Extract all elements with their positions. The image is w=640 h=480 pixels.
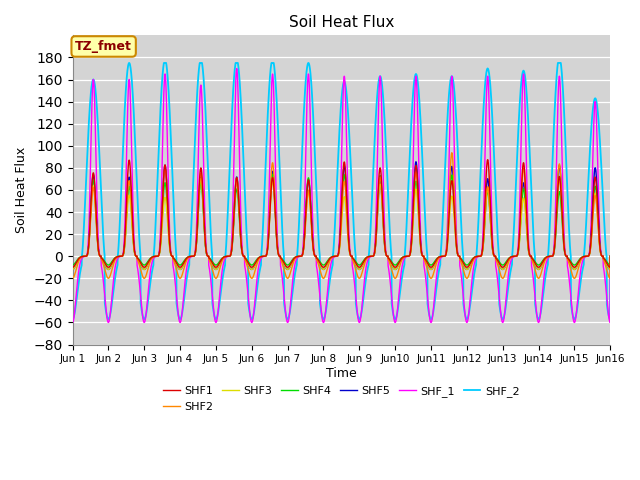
SHF_2 (298, 145, 306, 151)
SHF3 (298, 252, 306, 258)
SHF4 (596, 244, 604, 250)
SHF5 (596, 242, 604, 248)
SHF_1 (130, 231, 138, 237)
SHF5 (68, 266, 76, 272)
SHF2 (162, 169, 170, 175)
SHF4 (298, 252, 306, 258)
SHF1 (130, 241, 138, 247)
SHF4 (607, 253, 614, 259)
SHF3 (607, 253, 614, 259)
SHF_1 (233, 66, 241, 72)
SHF_2 (162, 60, 170, 66)
SHF2 (130, 244, 138, 250)
SHF4 (162, 183, 170, 189)
SHF3 (68, 266, 76, 272)
SHF3 (130, 246, 138, 252)
SHF5 (607, 253, 614, 259)
SHF5 (538, 262, 546, 267)
SHF5 (412, 159, 420, 165)
SHF_1 (596, 233, 604, 239)
SHF3 (233, 175, 241, 181)
SHF2 (538, 267, 546, 273)
SHF4 (538, 259, 546, 265)
SHF4 (275, 252, 283, 258)
SHF_2 (538, 301, 546, 307)
SHF_2 (130, 111, 138, 117)
SHF4 (269, 171, 276, 177)
SHF3 (596, 245, 604, 251)
SHF1 (275, 252, 283, 258)
SHF_2 (607, 253, 614, 259)
SHF2 (607, 253, 614, 259)
SHF1 (607, 253, 614, 259)
Line: SHF3: SHF3 (72, 178, 611, 269)
SHF3 (538, 262, 546, 267)
SHF_2 (68, 316, 76, 322)
SHF2 (298, 253, 306, 259)
SHF5 (275, 252, 283, 258)
SHF3 (162, 197, 170, 203)
SHF1 (68, 264, 76, 270)
Line: SHF_1: SHF_1 (72, 69, 611, 323)
SHF4 (68, 262, 76, 268)
SHF1 (596, 243, 604, 249)
Y-axis label: Soil Heat Flux: Soil Heat Flux (15, 147, 28, 233)
SHF4 (130, 244, 138, 250)
SHF2 (68, 276, 76, 281)
SHF5 (130, 243, 138, 249)
SHF1 (162, 166, 170, 172)
SHF_1 (68, 320, 76, 325)
X-axis label: Time: Time (326, 367, 356, 380)
SHF1 (484, 157, 492, 163)
SHF5 (298, 253, 306, 259)
SHF1 (298, 253, 306, 259)
SHF1 (538, 261, 546, 266)
SHF_2 (275, 147, 283, 153)
SHF5 (162, 166, 170, 172)
Line: SHF5: SHF5 (72, 162, 611, 269)
Title: Soil Heat Flux: Soil Heat Flux (289, 15, 394, 30)
Line: SHF_2: SHF_2 (72, 63, 611, 319)
Text: TZ_fmet: TZ_fmet (76, 40, 132, 53)
SHF_1 (607, 253, 614, 259)
Legend: SHF1, SHF2, SHF3, SHF4, SHF5, SHF_1, SHF_2: SHF1, SHF2, SHF3, SHF4, SHF5, SHF_1, SHF… (159, 382, 524, 416)
SHF_1 (298, 251, 306, 257)
Line: SHF1: SHF1 (72, 160, 611, 267)
SHF3 (275, 252, 283, 258)
SHF2 (596, 245, 604, 251)
SHF_2 (596, 137, 604, 143)
SHF_1 (162, 79, 170, 85)
SHF2 (275, 252, 283, 258)
Line: SHF4: SHF4 (72, 174, 611, 265)
Line: SHF2: SHF2 (72, 153, 611, 278)
SHF_2 (160, 60, 168, 66)
SHF2 (448, 150, 456, 156)
SHF_1 (538, 296, 546, 301)
SHF_1 (275, 252, 283, 258)
